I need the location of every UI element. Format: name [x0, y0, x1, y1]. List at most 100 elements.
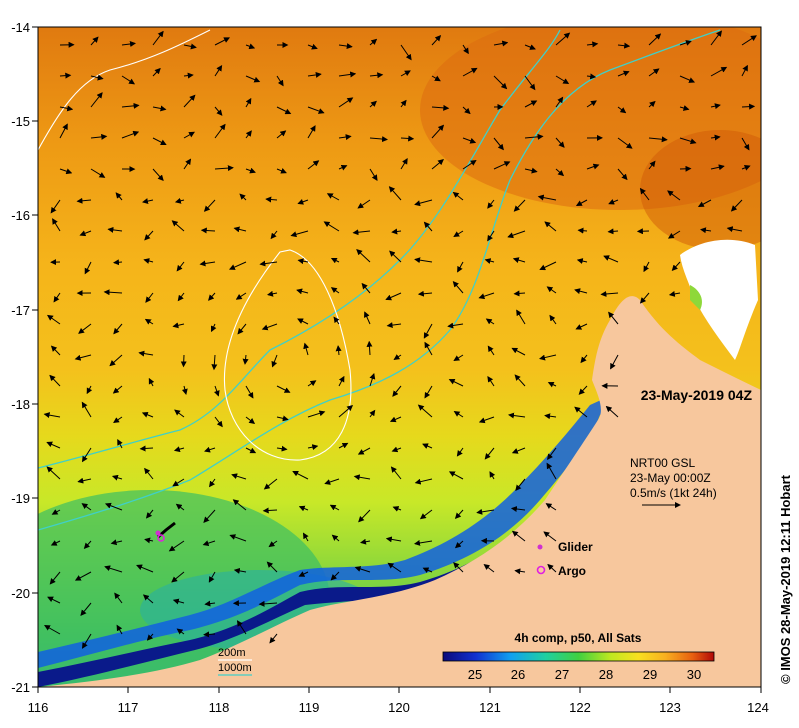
current-vector [245, 43, 256, 50]
current-vector [144, 318, 154, 325]
current-vector [454, 540, 464, 549]
current-vector [77, 477, 92, 484]
current-vector [183, 43, 197, 50]
current-vector [387, 562, 402, 573]
current-vector [423, 221, 433, 232]
current-vector [214, 165, 234, 172]
current-vector [338, 404, 354, 418]
current-vector [741, 64, 748, 77]
current-vector [46, 314, 61, 325]
current-vector [74, 354, 92, 361]
current-vector [245, 97, 252, 108]
current-vector [333, 316, 340, 325]
current-vector [144, 230, 154, 241]
current-vector [452, 281, 464, 294]
current-vector [307, 380, 317, 387]
current-vector [457, 261, 464, 273]
current-vector [90, 36, 99, 46]
current-vector [83, 540, 92, 550]
current-vector [493, 137, 504, 151]
current-vector [172, 322, 185, 329]
current-vector [152, 105, 167, 112]
current-vector [354, 566, 371, 573]
current-vector [423, 323, 433, 339]
current-vector [245, 416, 256, 425]
current-vector [369, 136, 388, 143]
y-tick-label: -21 [11, 680, 30, 695]
current-vector [307, 444, 319, 451]
current-vector [544, 413, 557, 420]
current-vector [211, 354, 218, 371]
current-vector [400, 135, 415, 142]
current-vector [555, 96, 564, 108]
current-vector [667, 190, 681, 201]
current-vector [259, 260, 278, 267]
current-vector [353, 474, 371, 481]
current-vector [307, 160, 320, 170]
current-vector [338, 71, 357, 78]
current-vector [330, 571, 340, 581]
current-vector [172, 598, 185, 605]
current-vector [235, 292, 247, 300]
current-vector [608, 311, 619, 325]
current-vector [578, 385, 588, 395]
current-vector [414, 199, 433, 207]
colorbar-tick: 25 [468, 667, 482, 682]
current-vector [183, 131, 195, 139]
current-vector [50, 199, 61, 214]
current-vector [84, 261, 92, 275]
current-vector [617, 137, 633, 149]
y-tick-label: -18 [11, 397, 30, 412]
current-vector [555, 168, 565, 177]
current-vector [369, 72, 384, 79]
current-vector [352, 229, 371, 236]
current-vector [208, 571, 216, 583]
current-vector [639, 187, 650, 201]
current-vector [183, 94, 196, 108]
current-vector [307, 106, 325, 114]
current-vector [648, 33, 662, 46]
current-vector [679, 75, 696, 83]
current-vector [386, 322, 402, 329]
colorbar-title: 4h comp, p50, All Sats [515, 631, 642, 645]
gulf [680, 239, 758, 360]
current-vector [360, 538, 371, 545]
current-vector [269, 633, 278, 644]
current-vector [49, 374, 61, 387]
current-vector [389, 250, 402, 263]
current-vector [524, 133, 544, 140]
current-vector [369, 38, 378, 46]
current-vector [400, 158, 408, 170]
current-vector [700, 227, 712, 234]
current-vector [639, 292, 650, 304]
current-vector [209, 478, 216, 488]
current-vector [726, 226, 743, 233]
current-vector [358, 509, 371, 523]
current-vector [233, 567, 247, 574]
current-vector [417, 290, 433, 297]
current-vector [510, 506, 526, 512]
current-vector [431, 124, 445, 139]
current-vector [487, 199, 495, 209]
current-vector [112, 385, 123, 394]
current-vector [183, 72, 194, 79]
current-vector [456, 447, 464, 457]
current-vector [236, 620, 247, 635]
current-vector [586, 100, 597, 108]
glider-legend-symbol [537, 544, 543, 550]
current-vector [298, 571, 309, 577]
current-vector [267, 290, 278, 297]
current-vector [478, 292, 495, 300]
current-vector [741, 35, 757, 46]
current-vector [233, 226, 247, 233]
current-vector [121, 102, 140, 109]
current-vector [46, 466, 61, 480]
glider-position [155, 530, 161, 536]
current-vector [232, 499, 247, 511]
current-vector [152, 168, 164, 182]
current-vector [452, 191, 464, 201]
current-vector [575, 199, 588, 206]
current-vector [391, 446, 402, 453]
current-vector [667, 230, 681, 239]
current-vector [90, 74, 104, 81]
